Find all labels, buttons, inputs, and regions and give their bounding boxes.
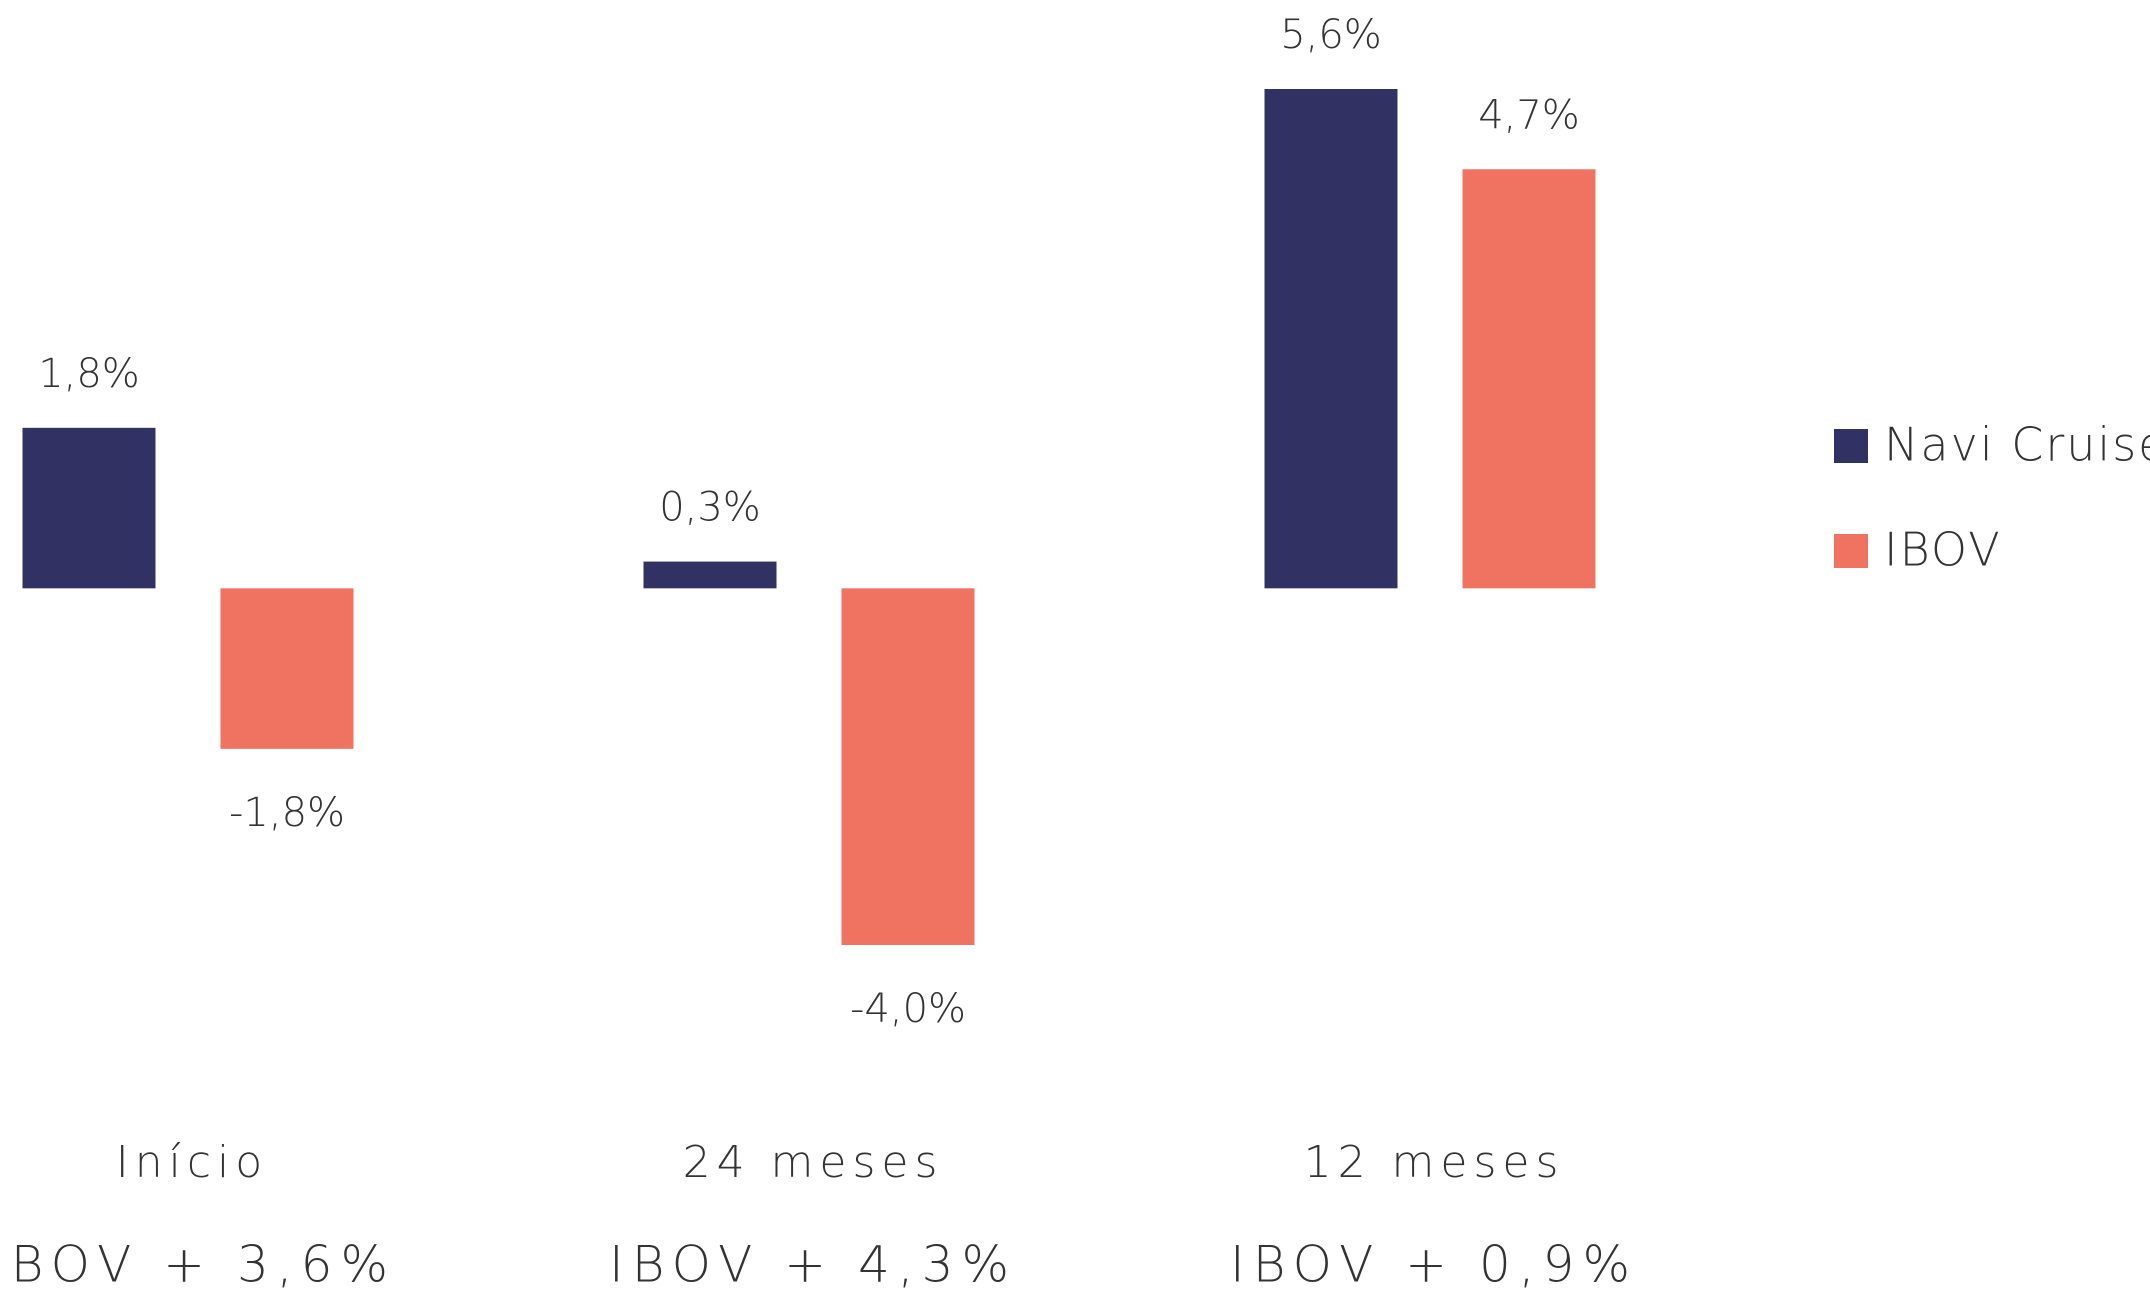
annotation: IBOV + 0,9% (1230, 1236, 1638, 1294)
value-label: 4,7% (1478, 92, 1580, 138)
bar (1264, 89, 1398, 589)
legend-swatch (1834, 534, 1868, 568)
legend-label: IBOV (1884, 523, 2002, 577)
category-label: 12 meses (1304, 1137, 1565, 1188)
legend-label: Navi Cruise (1884, 418, 2150, 472)
annotation: IBOV + 4,3% (609, 1236, 1017, 1294)
bar (841, 588, 975, 945)
bar (643, 561, 777, 589)
value-label: -1,8% (229, 790, 345, 836)
bar (22, 427, 156, 589)
value-label: 1,8% (38, 351, 140, 397)
annotation: IBOV + 3,6% (0, 1236, 396, 1294)
category-label: Início (116, 1137, 268, 1188)
bar (1462, 169, 1596, 589)
category-label: 24 meses (683, 1137, 944, 1188)
bar (220, 588, 354, 749)
value-label: 5,6% (1280, 12, 1382, 58)
value-label: -4,0% (850, 986, 966, 1032)
value-label: 0,3% (659, 485, 761, 531)
legend-swatch (1834, 429, 1868, 463)
